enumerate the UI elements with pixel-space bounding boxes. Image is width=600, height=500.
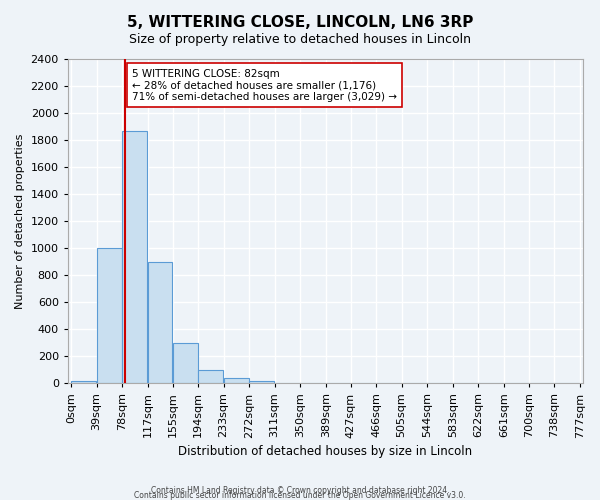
Bar: [199, 370, 223, 384]
Text: Contains public sector information licensed under the Open Government Licence v3: Contains public sector information licen…: [134, 490, 466, 500]
Bar: [224, 378, 249, 384]
X-axis label: Distribution of detached houses by size in Lincoln: Distribution of detached houses by size …: [178, 444, 472, 458]
Text: Contains HM Land Registry data © Crown copyright and database right 2024.: Contains HM Land Registry data © Crown c…: [151, 486, 449, 495]
Bar: [173, 343, 198, 384]
Bar: [275, 382, 300, 384]
Bar: [122, 130, 148, 384]
Text: 5 WITTERING CLOSE: 82sqm
← 28% of detached houses are smaller (1,176)
71% of sem: 5 WITTERING CLOSE: 82sqm ← 28% of detach…: [132, 68, 397, 102]
Bar: [250, 380, 274, 384]
Y-axis label: Number of detached properties: Number of detached properties: [15, 134, 25, 309]
Bar: [71, 380, 97, 384]
Bar: [148, 262, 172, 384]
Text: Size of property relative to detached houses in Lincoln: Size of property relative to detached ho…: [129, 32, 471, 46]
Text: 5, WITTERING CLOSE, LINCOLN, LN6 3RP: 5, WITTERING CLOSE, LINCOLN, LN6 3RP: [127, 15, 473, 30]
Bar: [97, 248, 122, 384]
